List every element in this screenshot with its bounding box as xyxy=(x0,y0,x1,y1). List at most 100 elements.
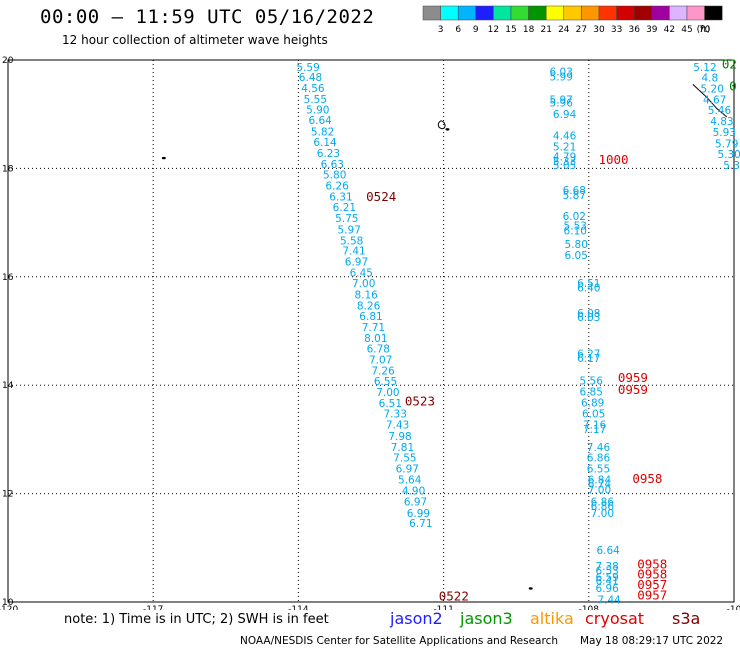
legend-s3a: s3a xyxy=(672,609,701,628)
wave-height-label: 6.51 xyxy=(577,278,600,290)
altimeter-map: -120-117-114-111-108-102018161412105.596… xyxy=(0,56,740,610)
latitude-tick-label: 20 xyxy=(2,56,14,66)
colorbar-tick-label: 70 xyxy=(699,25,711,35)
wave-height-label: 6.05 xyxy=(582,409,605,421)
map-subtitle: 12 hour collection of altimeter wave hei… xyxy=(62,33,328,47)
wave-height-label: 6.55 xyxy=(374,376,397,388)
wave-height-label: 5.99 xyxy=(550,72,573,84)
longitude-tick-label: -114 xyxy=(288,605,309,610)
wave-height-label: 7.00 xyxy=(352,278,375,290)
wave-height-label: 5.20 xyxy=(701,84,724,96)
wave-height-label: 6.21 xyxy=(333,202,356,214)
wave-height-label: 7.44 xyxy=(597,595,621,607)
wave-height-label: 6.27 xyxy=(577,349,600,361)
wave-height-label: 5.87 xyxy=(563,190,586,202)
colorbar-tick-label: 27 xyxy=(576,25,587,35)
island-mark xyxy=(528,587,533,590)
latitude-tick-label: 18 xyxy=(2,164,14,174)
pass-time-label: 0957 xyxy=(637,587,667,602)
wave-height-label: 6.97 xyxy=(404,497,427,509)
wave-height-label: 8.26 xyxy=(357,300,381,312)
wave-height-label: 6.63 xyxy=(321,159,344,171)
wave-height-label: 6.51 xyxy=(379,398,402,410)
wave-height-label: 5.59 xyxy=(296,62,319,74)
pass-time-label: 0522 xyxy=(439,588,469,603)
wave-height-label: 6.17 xyxy=(577,353,600,365)
wave-height-label: 6.71 xyxy=(409,518,432,530)
wave-height-label: 6.41 xyxy=(595,576,618,588)
colorbar-tick-label: 6 xyxy=(455,25,461,35)
wave-height-label: 6.05 xyxy=(565,250,588,262)
longitude-tick-label: -111 xyxy=(433,605,453,610)
wave-height-label: 5.82 xyxy=(311,126,334,138)
colorbar-tick-label: 15 xyxy=(505,25,516,35)
wave-height-label: 6.08 xyxy=(577,308,600,320)
wave-height-label: 4.90 xyxy=(402,486,425,498)
wave-height-label: 5.93 xyxy=(713,127,736,139)
pass-time-label: 0959 xyxy=(618,382,648,397)
wave-height-label: 4.8 xyxy=(701,73,718,85)
colorbar-tick-label: 45 xyxy=(681,25,692,35)
wave-height-label: 8.16 xyxy=(354,289,378,301)
wave-height-label: 6.78 xyxy=(367,344,390,356)
wave-height-label: 6.10 xyxy=(564,226,587,238)
latitude-tick-label: 16 xyxy=(2,273,14,283)
wave-height-label: 5.75 xyxy=(335,213,358,225)
credit-line: NOAA/NESDIS Center for Satellite Applica… xyxy=(240,635,558,647)
colorbar-tick-label: 39 xyxy=(646,25,658,35)
pass-time-label: 0 xyxy=(729,78,737,93)
wave-height-label: 6.85 xyxy=(580,386,603,398)
latitude-tick-label: 12 xyxy=(2,490,13,500)
map-frame xyxy=(7,59,735,603)
wave-height-label: 5.97 xyxy=(550,94,573,106)
wave-height-label: 6.89 xyxy=(581,397,604,409)
wave-height-label: 6.64 xyxy=(308,115,332,127)
wave-height-label: 6.03 xyxy=(550,67,573,79)
wave-height-label: 7.16 xyxy=(583,420,607,432)
pass-time-label: 0958 xyxy=(637,567,667,582)
island-outline xyxy=(437,120,446,130)
colorbar-tick-label: 21 xyxy=(540,25,551,35)
colorbar-tick-label: 18 xyxy=(523,25,535,35)
wave-height-label: 4.56 xyxy=(301,83,325,95)
legend-altika: altika xyxy=(530,609,574,628)
wave-height-label: 6.53 xyxy=(595,565,618,577)
wave-height-label: 6.40 xyxy=(577,282,600,294)
wave-height-label: 6.81 xyxy=(359,311,382,323)
wave-height-label: 4.46 xyxy=(553,131,577,143)
legend-jason3: jason3 xyxy=(460,609,513,628)
wave-height-label: 7.33 xyxy=(384,409,407,421)
wave-height-label: 7.00 xyxy=(588,485,611,497)
wave-height-label: 5.56 xyxy=(580,376,604,388)
wave-height-label: 5.80 xyxy=(323,170,346,182)
colorbar-tick-label: 42 xyxy=(664,25,675,35)
island-mark xyxy=(445,128,450,131)
wave-height-label: 7.41 xyxy=(342,246,365,258)
wave-height-label: 6.45 xyxy=(350,267,373,279)
wave-height-label: 7.55 xyxy=(393,453,416,465)
wave-height-label: 6.97 xyxy=(345,256,368,268)
wave-height-label: 6.96 xyxy=(595,583,619,595)
wave-height-label: 6.03 xyxy=(577,312,600,324)
wave-height-label: 7.07 xyxy=(369,355,392,367)
wave-height-label: 6.86 xyxy=(591,497,615,509)
wave-height-label: 7.46 xyxy=(587,442,611,454)
latitude-tick-label: 10 xyxy=(2,598,14,608)
wave-height-label: 6.74 xyxy=(588,479,612,491)
wave-height-label: 4.79 xyxy=(553,151,576,163)
wave-height-label: 6.48 xyxy=(299,72,322,84)
wave-height-label: 5.33 xyxy=(553,156,576,168)
pass-time-label: 02 xyxy=(722,57,737,72)
wave-height-label: 5.97 xyxy=(338,224,361,236)
wave-height-label: 5.3 xyxy=(723,160,740,172)
wave-height-label: 7.17 xyxy=(583,424,606,436)
wave-height-label: 7.81 xyxy=(391,442,414,454)
wave-height-label: 7.43 xyxy=(386,420,409,432)
colorbar-tick-label: 33 xyxy=(611,25,622,35)
wave-height-label: 6.55 xyxy=(587,463,610,475)
wave-height-label: 5.90 xyxy=(306,105,329,117)
wave-height-label: 5.53 xyxy=(564,221,587,233)
wave-height-label: 4.67 xyxy=(703,94,726,106)
wave-height-label: 6.99 xyxy=(407,508,430,520)
wave-height-label: 5.79 xyxy=(715,138,738,150)
